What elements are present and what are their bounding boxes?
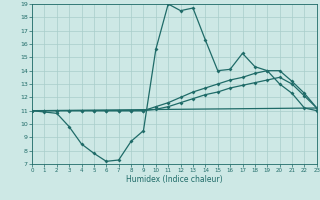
X-axis label: Humidex (Indice chaleur): Humidex (Indice chaleur) [126,175,223,184]
